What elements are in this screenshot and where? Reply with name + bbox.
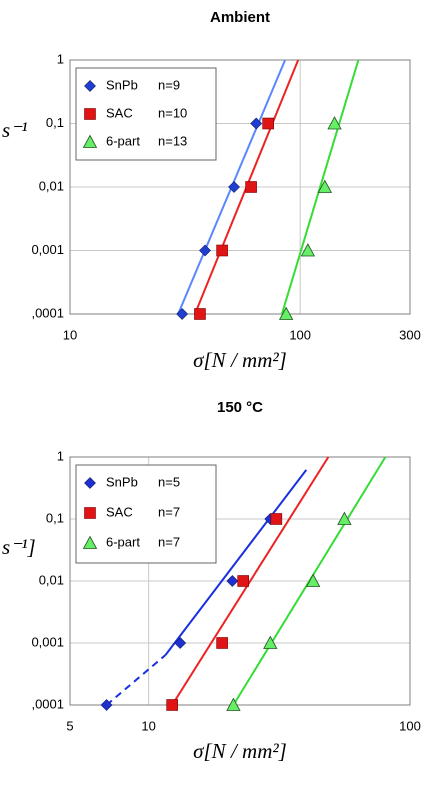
legend-count: n=5 [158,474,180,489]
x-tick-label: 10 [63,327,77,342]
legend-count: n=9 [158,77,180,92]
y-tick-label: 0,01 [39,572,64,587]
marker [216,637,228,649]
legend-count: n=10 [158,105,187,120]
fit-line [164,469,308,656]
marker [84,477,96,489]
chart-title: Ambient [210,9,270,26]
marker [250,117,263,130]
fit-line [280,59,360,315]
marker [174,637,187,649]
marker [327,116,342,130]
marker [199,244,211,257]
marker [100,699,113,711]
x-tick-label: 300 [399,327,421,342]
y-tick-label: ,0001 [31,696,64,711]
marker [337,511,352,525]
y-tick-label: 0,1 [46,115,64,130]
y-axis-label: s⁻¹ [2,118,28,142]
legend-box [75,464,217,564]
marker [263,635,278,649]
plot-frame [69,456,411,706]
marker [82,134,98,148]
marker [176,308,189,320]
marker [166,699,178,711]
marker [262,117,274,130]
y-tick-label: 0,01 [39,178,64,193]
marker [228,181,240,193]
legend-label: SAC [106,105,133,120]
legend-box [75,67,217,161]
y-axis-label: s⁻¹] [2,535,36,559]
y-tick-label: 1 [57,51,64,66]
marker [300,243,316,257]
marker [317,179,333,193]
legend-count: n=7 [158,504,180,519]
x-tick-label: 100 [289,327,311,342]
x-tick-label: 5 [66,718,73,733]
marker [245,181,257,193]
marker [270,513,283,525]
marker [84,80,96,92]
marker [226,697,241,711]
legend-count: n=7 [158,534,180,549]
marker [237,575,249,587]
marker [305,573,321,587]
legend-label: SAC [106,504,133,519]
y-tick-label: 0,001 [31,634,64,649]
legend-label: SnPb [106,474,138,489]
legend-count: n=13 [158,133,187,148]
marker [226,575,239,587]
x-tick-label: 10 [141,718,155,733]
marker [82,535,98,549]
marker [84,507,96,519]
y-tick-label: ,0001 [31,305,64,320]
chart-title: 150 °C [217,399,263,416]
marker [278,306,294,320]
y-tick-label: 0,001 [31,242,64,257]
marker [216,244,228,257]
marker [84,108,96,120]
fit-line [171,456,330,706]
legend-label: SnPb [106,77,138,92]
plot-frame [69,59,411,315]
x-tick-label: 100 [399,718,421,733]
x-axis-label: σ[N / mm²] [193,348,287,372]
marker [194,308,206,320]
fit-line [105,654,167,706]
legend-label: 6-part [106,133,140,148]
y-tick-label: 1 [57,448,64,463]
legend-label: 6-part [106,534,140,549]
y-tick-label: 0,1 [46,510,64,525]
x-axis-label: σ[N / mm²] [193,739,287,763]
